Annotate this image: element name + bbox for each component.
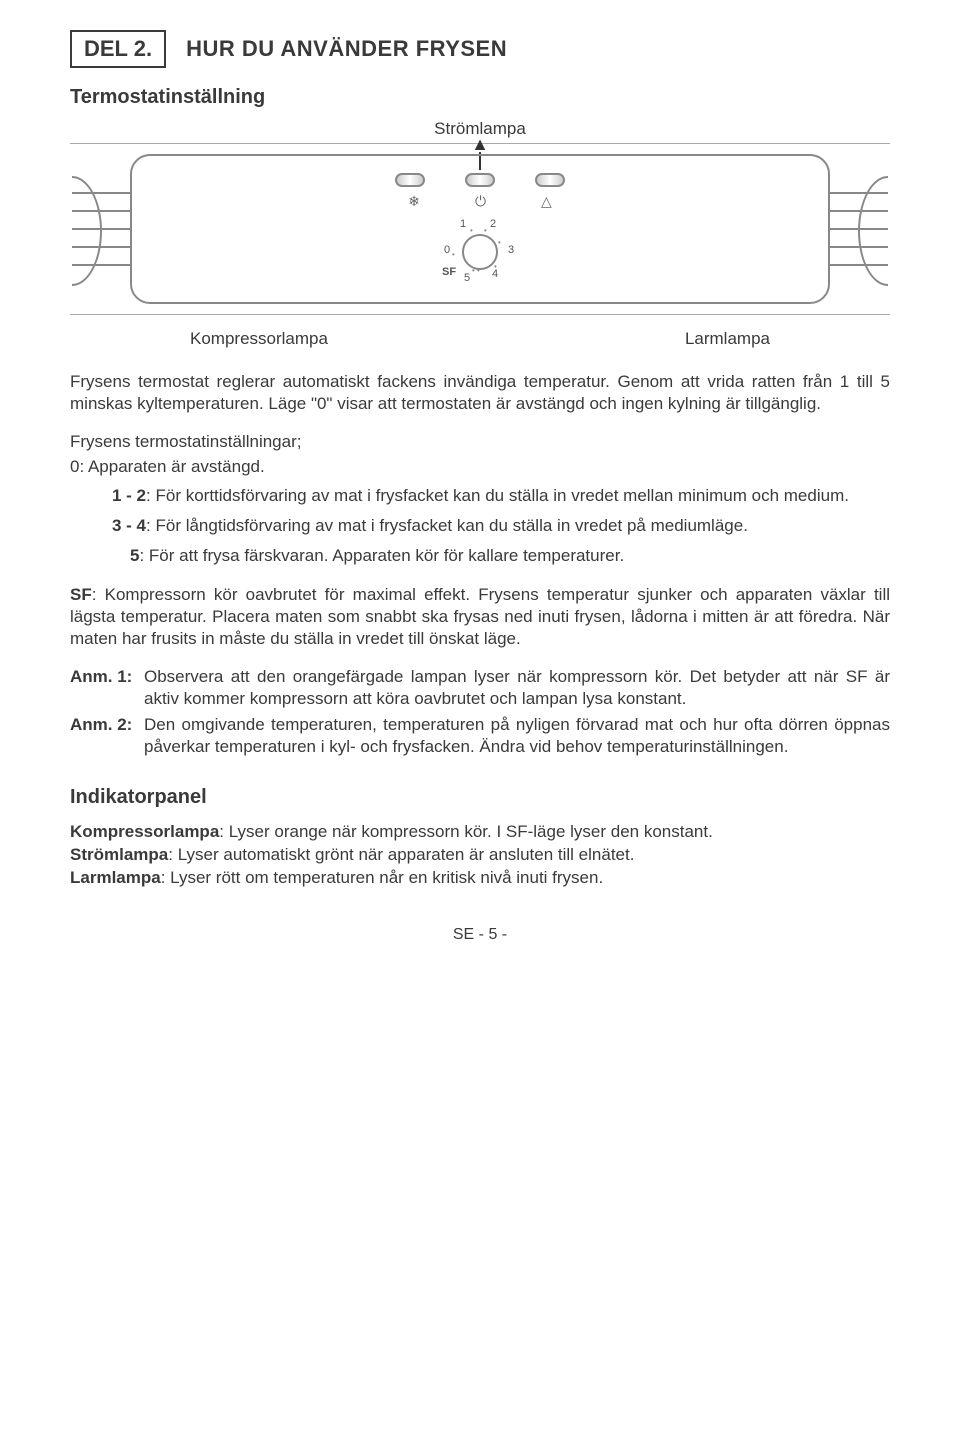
grille-left-icon <box>72 176 132 282</box>
setting-sf: SF: Kompressorn kör oavbrutet för maxima… <box>70 584 890 650</box>
note-2: Anm. 2: Den omgivande temperaturen, temp… <box>70 714 890 758</box>
indicator-strom: Strömlampa: Lyser automatiskt grönt när … <box>70 844 890 867</box>
intro-text: Frysens termostat reglerar automatiskt f… <box>70 371 890 415</box>
lamp-icon <box>395 173 425 187</box>
header: DEL 2. HUR DU ANVÄNDER FRYSEN <box>70 30 890 68</box>
thermostat-dial-icon: 0 1 2 3 4 5 SF •• •• • •• <box>440 216 520 286</box>
section-number-box: DEL 2. <box>70 30 166 68</box>
control-panel-diagram: ▲ ❄ ⏻ △ <box>70 143 890 315</box>
snowflake-icon: ❄ <box>408 193 420 210</box>
setting-0: 0: Apparaten är avstängd. <box>70 457 890 477</box>
settings-heading: Frysens termostatinställningar; <box>70 431 890 453</box>
indicator-larm: Larmlampa: Lyser rött om temperaturen nå… <box>70 867 890 890</box>
subtitle: Termostatinställning <box>70 86 890 109</box>
lamp-icon <box>535 173 565 187</box>
note-1: Anm. 1: Observera att den orangefärgade … <box>70 666 890 710</box>
indicator-list: Kompressorlampa: Lyser orange när kompre… <box>70 821 890 890</box>
kompressor-label: Kompressorlampa <box>190 329 328 349</box>
main-title: HUR DU ANVÄNDER FRYSEN <box>186 36 507 62</box>
lamp-icon <box>465 173 495 187</box>
larm-label: Larmlampa <box>685 329 770 349</box>
setting-1-2: 1 - 2: För korttidsförvaring av mat i fr… <box>70 485 890 507</box>
indicator-title: Indikatorpanel <box>70 786 890 809</box>
lamp-row <box>395 173 565 187</box>
grille-right-icon <box>828 176 888 282</box>
indicator-kompressor: Kompressorlampa: Lyser orange när kompre… <box>70 821 890 844</box>
setting-5: 5: För att frysa färskvaran. Apparaten k… <box>70 545 890 567</box>
diagram-bottom-labels: Kompressorlampa Larmlampa <box>70 325 890 355</box>
power-icon: ⏻ <box>475 193 486 210</box>
page-footer: SE - 5 - <box>70 926 890 944</box>
warning-icon: △ <box>541 193 552 210</box>
setting-3-4: 3 - 4: För långtidsförvaring av mat i fr… <box>70 515 890 537</box>
